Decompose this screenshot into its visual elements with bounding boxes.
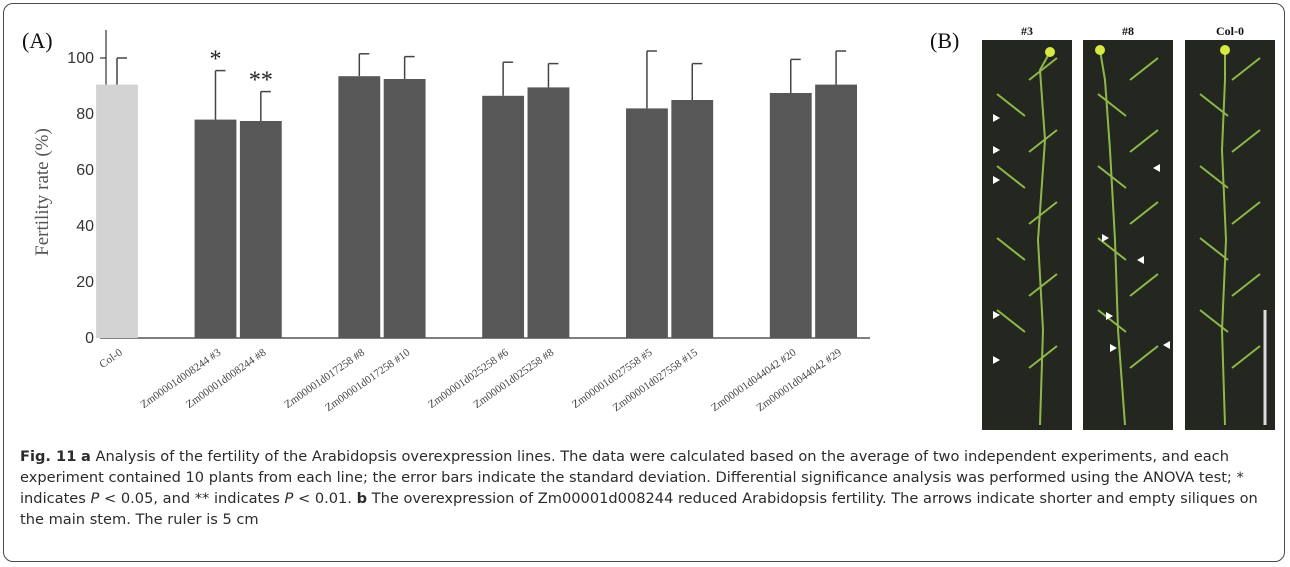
flower-cluster-2 (1220, 45, 1230, 55)
panel-a-label: (A) (22, 28, 53, 53)
bar-10 (815, 84, 857, 338)
photo-title-0: #3 (1021, 24, 1033, 38)
caption-part-a-letter: a (81, 448, 91, 465)
bar-7 (626, 108, 668, 339)
silique (1129, 201, 1159, 225)
caption-part-b-text: The overexpression of Zm00001d008244 red… (20, 490, 1258, 528)
arrow-marker (1137, 256, 1144, 264)
silique (1231, 57, 1261, 81)
silique (1129, 345, 1159, 369)
plant-stem-0 (1036, 51, 1051, 426)
plant-photo-0 (982, 40, 1072, 430)
category-label-5: Zm00001d025258 #6 (426, 346, 511, 411)
arrow-marker (1153, 164, 1160, 172)
bar-group: *** (96, 47, 857, 339)
figure-caption: Fig. 11 a Analysis of the fertility of t… (20, 446, 1270, 530)
plant-photo-2 (1185, 40, 1275, 430)
plant-stem-2 (1220, 50, 1228, 426)
arrow-marker (993, 146, 1000, 154)
y-tick-label: 60 (76, 162, 94, 179)
silique (1231, 345, 1261, 369)
silique (1231, 129, 1261, 153)
silique (1199, 237, 1229, 261)
arrow-marker (993, 356, 1000, 364)
category-label-0: Col-0 (97, 346, 125, 370)
photo-title-2: Col-0 (1216, 24, 1244, 38)
panel-b-label: (B) (930, 28, 959, 53)
y-tick-label: 0 (85, 330, 94, 347)
caption-lead: Fig. 11 (20, 448, 77, 465)
silique (996, 237, 1026, 261)
silique (1028, 129, 1058, 153)
silique (1028, 201, 1058, 225)
silique (1129, 129, 1159, 153)
bar-3 (338, 76, 381, 338)
photo-title-1: #8 (1122, 24, 1134, 38)
y-tick-label: 80 (76, 106, 94, 123)
category-label-1: Zm00001d008244 #3 (138, 346, 223, 411)
significance-label-2: ** (249, 68, 273, 94)
flower-cluster-1 (1095, 45, 1105, 55)
silique (1129, 273, 1159, 297)
silique (1028, 273, 1058, 297)
flower-cluster-0 (1045, 47, 1055, 57)
category-label-10: Zm00001d044042 #29 (755, 346, 845, 414)
category-label-6: Zm00001d025258 #8 (471, 346, 556, 411)
silique (1199, 165, 1229, 189)
arrow-marker (1110, 344, 1117, 352)
arrow-marker (993, 114, 1000, 122)
bar-8 (671, 100, 714, 338)
category-label-3: Zm00001d017258 #8 (282, 346, 367, 411)
silique (996, 309, 1026, 333)
category-label-2: Zm00001d008244 #8 (184, 346, 269, 411)
silique (1097, 309, 1127, 333)
y-axis: 0 20 40 60 80 100 (67, 30, 870, 347)
silique (1231, 273, 1261, 297)
arrow-marker (993, 311, 1000, 319)
figure-frame (3, 3, 1285, 562)
category-label-4: Zm00001d017258 #10 (323, 346, 413, 414)
y-axis-title: Fertility rate (%) (32, 128, 53, 256)
bar-9 (769, 93, 812, 338)
caption-part-b-letter: b (356, 490, 368, 507)
bar-5 (482, 95, 525, 338)
caption-p-symbol-1: P (90, 490, 100, 507)
photo-panels: #3 #8 Col-0 (982, 24, 1275, 430)
silique (1097, 165, 1127, 189)
caption-part-a-text: Analysis of the fertility of the Arabido… (20, 448, 1244, 507)
significance-label-1: * (209, 47, 221, 73)
category-label-7: Zm00001d027558 #5 (570, 346, 655, 411)
arrow-marker (1106, 312, 1113, 320)
silique (1129, 57, 1159, 81)
silique (1199, 309, 1229, 333)
y-tick-label: 40 (76, 218, 94, 235)
caption-p2: < 0.01. (293, 490, 357, 507)
silique (1028, 345, 1058, 369)
y-tick-label: 100 (67, 50, 94, 67)
caption-p-symbol-2: P (284, 490, 294, 507)
silique (1097, 93, 1127, 117)
silique (996, 93, 1026, 117)
bar-0 (96, 84, 138, 338)
silique (1199, 93, 1229, 117)
arrow-marker (993, 176, 1000, 184)
plant-stem-1 (1099, 49, 1126, 426)
silique (1097, 237, 1127, 261)
bar-6 (527, 87, 570, 339)
bar-4 (383, 79, 426, 338)
plant-photo-1 (1083, 40, 1173, 430)
arrow-marker (1163, 341, 1170, 349)
caption-p1: < 0.05, and ** indicates (99, 490, 285, 507)
bar-1 (194, 119, 237, 338)
silique (1231, 201, 1261, 225)
arrow-marker (1102, 234, 1109, 242)
silique (996, 165, 1026, 189)
category-label-8: Zm00001d027558 #15 (611, 346, 701, 414)
bar-2 (239, 121, 282, 338)
silique (1028, 57, 1058, 81)
y-tick-label: 20 (76, 274, 94, 291)
